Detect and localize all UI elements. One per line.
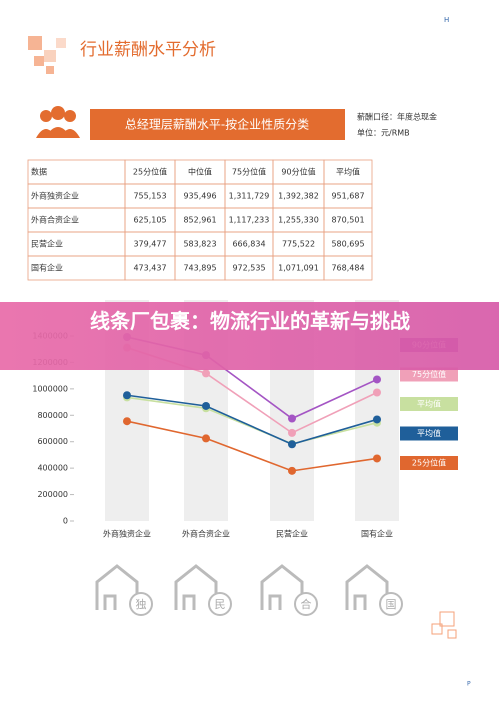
point (373, 415, 381, 424)
building-icon (345, 564, 389, 610)
point (373, 454, 381, 463)
point (288, 428, 296, 437)
y-tick-label: 400000 (37, 464, 68, 473)
badge (379, 592, 403, 616)
point (373, 375, 381, 384)
x-tick-label: 外商独资企业 (103, 529, 151, 539)
table-cell (323, 255, 373, 281)
legend-label: 平均值 (417, 428, 441, 438)
badge-label: 合 (301, 597, 312, 611)
page-title: 行业薪酬水平分析 (80, 40, 216, 60)
table-text: 870,501 (331, 216, 364, 225)
badge-label: 独 (136, 598, 147, 611)
badge (294, 592, 318, 616)
table-text: 国有企业 (31, 263, 63, 273)
table-text: 768,484 (331, 264, 364, 273)
table-text: 972,535 (232, 264, 265, 273)
table-text: 外商合资企业 (31, 215, 79, 225)
people-icon (36, 106, 80, 138)
legend-label: 平均值 (417, 399, 441, 409)
table-text: 583,823 (183, 240, 216, 249)
footer-decoration (431, 611, 457, 639)
section-note: 薪酬口径：年度总现金 (357, 112, 437, 122)
badge-label: 国 (386, 598, 397, 611)
table-text: 90分位值 (281, 167, 315, 177)
y-tick-label: 1000000 (32, 384, 68, 393)
table-text: 775,522 (282, 240, 315, 249)
table-text: 外商独资企业 (31, 191, 79, 201)
point (202, 434, 210, 443)
corner-mark: P (467, 681, 471, 688)
table-text: 1,071,091 (278, 264, 319, 273)
building-icon (260, 564, 304, 610)
x-tick-label: 国有企业 (361, 529, 393, 539)
point (288, 440, 296, 449)
legend-swatch (400, 426, 458, 441)
section-title: 总经理层薪酬水平-按企业性质分类 (125, 117, 309, 132)
table-text: 1,117,233 (229, 216, 270, 225)
table-text: 755,153 (133, 192, 166, 201)
legend-label: 75分位值 (412, 369, 446, 379)
table-text: 625,105 (133, 216, 166, 225)
y-tick-label: 800000 (37, 411, 68, 420)
table-text: 25分位值 (133, 167, 167, 177)
y-tick-label: 200000 (37, 490, 68, 499)
section-bar (90, 109, 345, 140)
x-tick-label: 民营企业 (276, 529, 308, 539)
badge-label: 民 (215, 598, 226, 611)
table-text: 951,687 (331, 192, 364, 201)
table-text: 580,695 (331, 240, 364, 249)
point (202, 369, 210, 378)
table-text: 75分位值 (232, 167, 266, 177)
icons: 独民合国 (95, 564, 403, 616)
table-text: 666,834 (232, 240, 265, 249)
legend-swatch (400, 397, 458, 411)
legend-label: 25分位值 (412, 458, 446, 468)
banner-title: 线条厂包裹：物流行业的革新与挑战 (90, 309, 410, 333)
legend-swatch (400, 456, 458, 470)
banner (0, 302, 499, 370)
building-icon (95, 564, 139, 610)
table-text: 平均值 (336, 167, 360, 177)
line (126, 396, 378, 445)
table-text: 数据 (31, 167, 47, 177)
table-text: 473,437 (133, 264, 166, 273)
banner-box: 线条厂包裹：物流行业的革新与挑战 (90, 309, 410, 333)
table-text: 中位值 (188, 167, 212, 177)
point (202, 401, 210, 410)
table-text: 935,496 (183, 192, 216, 201)
point (288, 414, 296, 423)
badge (129, 592, 153, 616)
table-text: 743,895 (183, 264, 216, 273)
table-text: 1,255,330 (278, 216, 319, 225)
line (126, 420, 378, 472)
y-tick-label: 0 (63, 517, 68, 526)
table-text: 民营企业 (31, 239, 63, 249)
point (123, 391, 131, 400)
table-text: 379,477 (133, 240, 166, 249)
point (123, 417, 131, 426)
section-note: 单位：元/RMB (357, 128, 410, 138)
table-text: 1,311,729 (229, 192, 270, 201)
point (373, 388, 381, 397)
legend-swatch (400, 367, 458, 382)
building-icon (174, 564, 218, 610)
table-text: 852,961 (183, 216, 216, 225)
title-decoration (28, 36, 66, 74)
table-text: 1,392,382 (278, 192, 319, 201)
badge (208, 592, 232, 616)
line (126, 394, 378, 446)
y-tick-label: 600000 (37, 437, 68, 446)
corner-mark: H (444, 16, 449, 24)
point (288, 466, 296, 475)
x-tick-label: 外商合资企业 (182, 529, 230, 539)
